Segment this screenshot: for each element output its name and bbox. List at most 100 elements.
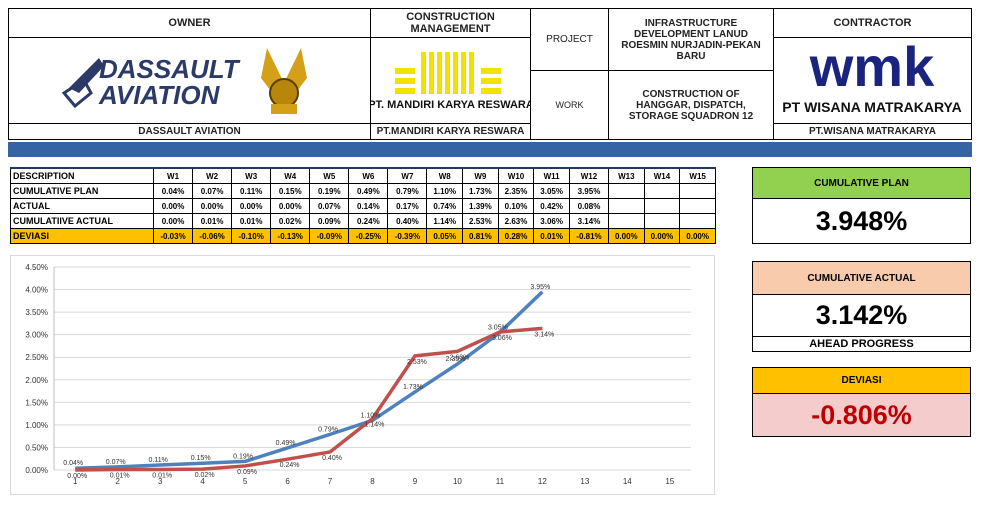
- progress-table: DESCRIPTION W1 W2 W3 W4 W5 W6 W7 W8 W9 W10 W11 W12 W1…: [10, 167, 716, 244]
- kpi-value: 3.948%: [752, 198, 971, 244]
- table-cell: [608, 198, 645, 214]
- cm-name: PT.MANDIRI KARYA RESWARA: [370, 123, 531, 140]
- table-cell: -0.10%: [231, 228, 272, 244]
- table-cell: CUMULATIIVE ACTUAL: [10, 213, 154, 229]
- project-label: PROJECT: [530, 8, 609, 71]
- data-label: 0.15%: [191, 455, 211, 462]
- data-label: 1.10%: [361, 412, 381, 419]
- table-cell: 0.07%: [309, 198, 350, 214]
- owner-logo-text: DASSAULT: [99, 54, 241, 84]
- x-tick-label: 3: [158, 477, 163, 486]
- table-cell: 0.11%: [231, 183, 272, 199]
- y-tick-label: 2.00%: [25, 376, 48, 385]
- table-cell: 0.49%: [348, 183, 389, 199]
- kpi-note: AHEAD PROGRESS: [752, 336, 971, 352]
- owner-label: OWNER: [8, 8, 371, 38]
- cm-logo: PT. MANDIRI KARYA RESWARA: [368, 52, 534, 111]
- data-label: 2.35%: [446, 356, 466, 363]
- table-cell: 0.07%: [192, 183, 233, 199]
- table-cell: -0.81%: [568, 228, 610, 244]
- y-tick-label: 4.50%: [25, 263, 48, 272]
- data-label: 3.06%: [492, 335, 512, 342]
- data-label: 0.04%: [63, 460, 83, 467]
- table-cell: -0.09%: [309, 228, 350, 244]
- table-cell: 0.42%: [533, 198, 570, 214]
- kpi-value: -0.806%: [752, 393, 971, 437]
- y-tick-label: 0.00%: [25, 466, 48, 475]
- table-cell: 0.01%: [533, 228, 570, 244]
- table-cell: 0.19%: [309, 183, 350, 199]
- contractor-logo: wmk PT WISANA MATRAKARYA: [782, 35, 961, 115]
- x-tick-label: 14: [623, 477, 632, 486]
- contractor-logo-mark: wmk: [809, 38, 935, 98]
- data-label: 0.02%: [195, 472, 215, 479]
- column-header: W8: [426, 167, 464, 184]
- table-row: CUMULATIIVE ACTUAL 0.00% 0.01% 0.01% 0.02% 0.…: [10, 213, 716, 229]
- column-header: W4: [270, 167, 311, 184]
- cm-label: CONSTRUCTION MANAGEMENT: [370, 8, 531, 38]
- cm-logo-bars: [395, 52, 501, 94]
- x-tick-label: 11: [496, 477, 505, 486]
- data-label: 0.79%: [318, 426, 338, 433]
- table-cell: ACTUAL: [10, 198, 154, 214]
- x-tick-label: 8: [370, 477, 375, 486]
- table-cell: -0.13%: [270, 228, 311, 244]
- kpi-label: CUMULATIVE ACTUAL: [752, 261, 971, 295]
- owner-logo-cell: DASSAULT AVIATION: [8, 37, 371, 124]
- contractor-label: CONTRACTOR: [773, 8, 972, 38]
- y-tick-label: 3.00%: [25, 331, 48, 340]
- table-header-row: DESCRIPTION W1 W2 W3 W4 W5 W6 W7 W8 W9 W10 W11 W12 W1…: [10, 167, 716, 184]
- table-row: ACTUAL 0.00% 0.00% 0.00% 0.00% 0.07% 0.14% 0.17…: [10, 198, 716, 214]
- x-tick-label: 15: [665, 477, 674, 486]
- column-header: W10: [497, 167, 535, 184]
- column-header: W5: [309, 167, 350, 184]
- data-label: 0.00%: [67, 473, 87, 480]
- table-cell: [643, 198, 681, 214]
- table-cell: 0.15%: [270, 183, 311, 199]
- column-header: W2: [192, 167, 233, 184]
- data-label: 0.01%: [110, 473, 130, 480]
- owner-name: DASSAULT AVIATION: [8, 123, 371, 140]
- table-cell: 0.81%: [462, 228, 499, 244]
- table-cell: 0.00%: [679, 228, 716, 244]
- contractor-logo-text: PT WISANA MATRAKARYA: [782, 99, 961, 115]
- column-header: W11: [533, 167, 570, 184]
- table-cell: 0.00%: [231, 198, 272, 214]
- x-tick-label: 5: [243, 477, 248, 486]
- progress-table-wrap: DESCRIPTION W1 W2 W3 W4 W5 W6 W7 W8 W9 W10 W11 W12 W1…: [10, 167, 716, 244]
- table-cell: [679, 183, 716, 199]
- table-cell: 0.00%: [643, 228, 681, 244]
- y-tick-label: 1.00%: [25, 421, 48, 430]
- table-cell: 1.10%: [426, 183, 464, 199]
- table-cell: 2.35%: [497, 183, 535, 199]
- table-cell: [608, 213, 645, 229]
- data-label: 2.53%: [407, 359, 427, 366]
- table-cell: -0.39%: [387, 228, 428, 244]
- data-label: 0.01%: [152, 473, 172, 480]
- table-cell: 0.74%: [426, 198, 464, 214]
- table-cell: 1.14%: [426, 213, 464, 229]
- emblem: [261, 48, 307, 114]
- x-tick-label: 4: [200, 477, 205, 486]
- table-cell: 1.73%: [462, 183, 499, 199]
- data-label: 0.40%: [322, 455, 342, 462]
- kpi-value: 3.142%: [752, 294, 971, 337]
- x-tick-label: 6: [285, 477, 290, 486]
- y-tick-label: 0.50%: [25, 443, 48, 452]
- table-cell: 0.28%: [497, 228, 535, 244]
- data-label: 3.05%: [488, 324, 508, 331]
- data-label: 0.19%: [233, 453, 253, 460]
- contractor-name: PT.WISANA MATRAKARYA: [773, 123, 972, 140]
- y-tick-label: 2.50%: [25, 353, 48, 362]
- table-row: CUMULATIVE PLAN 0.04% 0.07% 0.11% 0.15% 0.19%…: [10, 183, 716, 199]
- column-header: W9: [462, 167, 499, 184]
- work-value: CONSTRUCTION OF HANGGAR, DISPATCH, STORA…: [608, 70, 774, 140]
- x-tick-label: 2: [115, 477, 120, 486]
- column-header: W12: [568, 167, 610, 184]
- table-cell: 0.09%: [309, 213, 350, 229]
- table-cell: 0.04%: [152, 183, 194, 199]
- cm-logo-cell: PT. MANDIRI KARYA RESWARA: [368, 37, 534, 124]
- table-cell: 3.95%: [568, 183, 610, 199]
- table-cell: DEVIASI: [10, 228, 154, 244]
- kpi-label: CUMULATIVE PLAN: [752, 167, 971, 199]
